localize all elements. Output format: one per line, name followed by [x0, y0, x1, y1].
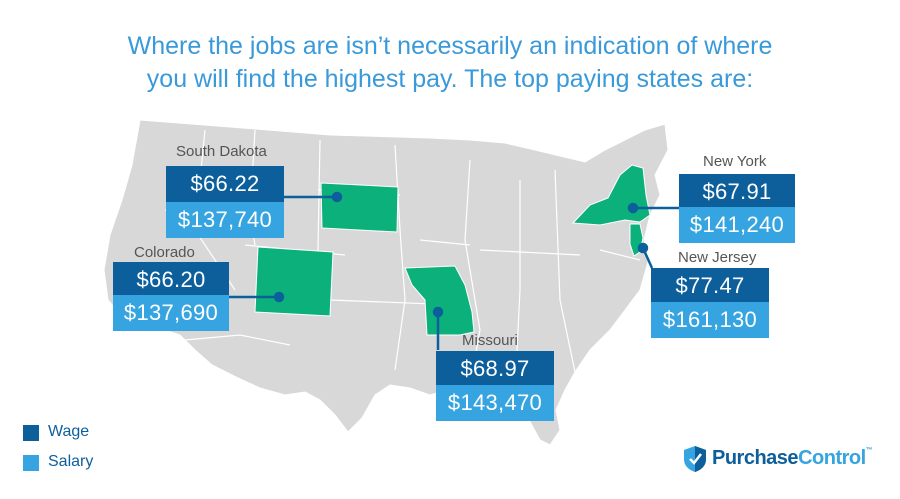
state-colorado	[254, 246, 334, 317]
missouri-salary: $143,470	[447, 390, 543, 415]
new-jersey-label: New Jersey	[678, 249, 757, 266]
new-jersey-wage: $77.47	[675, 273, 745, 298]
south-dakota-salary-box: $137,740	[166, 202, 284, 238]
missouri-label: Missouri	[462, 332, 518, 349]
colorado-salary: $137,690	[123, 300, 219, 325]
new-jersey-wage-box: $77.47	[651, 268, 769, 304]
south-dakota-salary: $137,740	[177, 207, 273, 232]
brand-trademark: ™	[865, 447, 873, 454]
leader-lines	[226, 191, 680, 350]
headline: Where the jobs are isn’t necessarily an …	[20, 30, 880, 96]
missouri-wage-box: $68.97	[436, 351, 554, 387]
brand-name-part1: Purchase	[712, 447, 799, 469]
colorado-label: Colorado	[134, 244, 195, 261]
new-york-wage-box: $67.91	[679, 174, 795, 210]
state-south-dakota	[320, 182, 399, 233]
south-dakota-wage: $66.22	[190, 171, 260, 196]
colorado-salary-box: $137,690	[113, 295, 229, 331]
new-york-wage: $67.91	[702, 179, 772, 204]
missouri-salary-box: $143,470	[436, 385, 554, 421]
colorado-wage: $66.20	[136, 267, 206, 292]
new-jersey-salary: $161,130	[662, 307, 758, 332]
new-york-label: New York	[703, 153, 767, 170]
headline-line-1: Where the jobs are isn’t necessarily an …	[127, 32, 773, 60]
salary-legend-swatch	[23, 455, 39, 471]
salary-legend-label: Salary	[48, 453, 94, 470]
wage-legend-swatch	[23, 425, 39, 441]
south-dakota-label: South Dakota	[176, 143, 267, 160]
missouri-wage: $68.97	[460, 356, 530, 381]
colorado-wage-box: $66.20	[113, 262, 229, 298]
wage-legend-label: Wage	[48, 423, 90, 440]
south-dakota-wage-box: $66.22	[166, 166, 284, 202]
state-missouri	[404, 265, 475, 336]
new-york-salary-box: $141,240	[679, 207, 795, 243]
new-jersey-salary-box: $161,130	[651, 302, 769, 338]
brand-wordmark: PurchaseControl™	[712, 447, 873, 470]
new-york-salary: $141,240	[689, 212, 785, 237]
purchasecontrol-logo: PurchaseControl™	[682, 445, 887, 473]
headline-line-2: you will find the highest pay. The top p…	[146, 65, 754, 93]
brand-name-part2: Control	[798, 447, 866, 469]
shield-icon	[684, 446, 706, 472]
